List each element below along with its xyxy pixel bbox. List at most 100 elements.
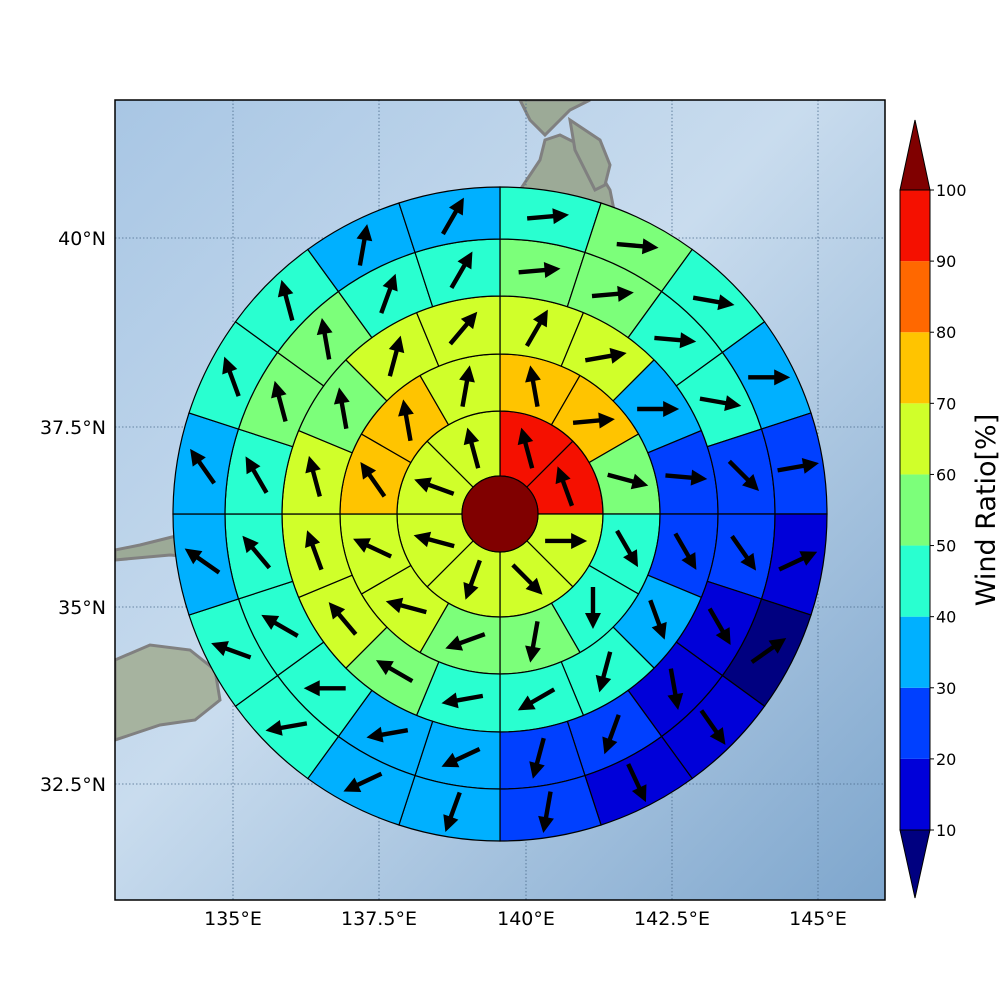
wind-arrow: [673, 532, 697, 570]
wind-arrow: [222, 356, 241, 397]
wind-arrow: [398, 399, 414, 442]
colorbar-tick-label: 60: [936, 465, 956, 484]
lon-tick-label: 142.5°E: [634, 908, 710, 930]
wind-arrow: [538, 791, 554, 833]
wind-arrow: [245, 456, 269, 494]
lat-tick-label: 35°N: [58, 597, 106, 619]
wind-arrow: [261, 614, 299, 638]
wind-arrow: [572, 412, 615, 429]
wind-arrow: [333, 387, 350, 430]
wind-arrow: [616, 238, 659, 255]
wind-arrow: [356, 224, 373, 266]
wind-arrow: [413, 531, 455, 549]
wind-arrows: [184, 197, 819, 833]
lon-tick-label: 145°E: [789, 908, 847, 930]
lat-tick-label: 37.5°N: [40, 417, 106, 439]
wind-arrow: [385, 597, 427, 615]
colorbar-segment: [900, 261, 930, 333]
colorbar-under-extension: [899, 829, 931, 899]
wind-arrow: [517, 427, 535, 469]
wind-arrow: [305, 455, 322, 498]
colorbar: 10 20 30 40 50 60 70 80 90 100: [899, 119, 967, 899]
wind-arrow: [360, 461, 387, 498]
colorbar-tick-label: 30: [936, 679, 956, 698]
wind-arrow: [463, 559, 482, 600]
wind-arrow: [190, 448, 216, 485]
wind-arrow: [555, 466, 575, 507]
wind-arrow: [517, 687, 556, 711]
colorbar-label: Wind Ratio[%]: [971, 414, 1000, 606]
wind-arrow: [667, 668, 684, 710]
colorbar-segment: [900, 616, 930, 688]
center-disk: [461, 475, 539, 553]
wind-arrow: [441, 692, 484, 709]
wind-arrow: [591, 285, 634, 302]
wind-arrow: [584, 347, 627, 364]
wind-arrow: [607, 472, 649, 490]
longitude-tick-labels: 135°E 137.5°E 140°E 142.5°E 145°E: [204, 908, 847, 930]
wind-arrow: [727, 459, 760, 491]
wind-arrow: [699, 395, 742, 412]
wind-arrow: [387, 335, 405, 377]
wind-arrow: [265, 720, 308, 736]
wind-arrow: [648, 599, 667, 640]
map-frame: [114, 99, 886, 901]
polar-cells: [172, 186, 828, 842]
wind-arrow: [366, 726, 409, 743]
wind-arrow: [242, 535, 272, 570]
wind-arrow: [443, 791, 462, 832]
wind-arrow: [463, 427, 481, 469]
wind-arrow: [699, 709, 726, 745]
lat-tick-label: 40°N: [58, 228, 106, 250]
wind-arrow: [778, 551, 818, 572]
wind-arrow: [441, 747, 481, 768]
wind-arrow: [511, 563, 543, 595]
wind-arrow: [654, 332, 697, 349]
wind-arrow: [375, 660, 414, 684]
wind-arrow: [305, 530, 324, 571]
wind-arrow: [518, 262, 561, 278]
colorbar-tick-label: 50: [936, 537, 956, 556]
wind-arrow: [545, 532, 588, 549]
wind-arrow: [615, 529, 639, 568]
colorbar-segment: [900, 687, 930, 759]
colorbar-segment: [900, 474, 930, 546]
colorbar-segment: [900, 332, 930, 404]
wind-arrow: [750, 638, 787, 664]
colorbar-tick-label: 90: [936, 252, 956, 271]
colorbar-segment: [900, 545, 930, 617]
wind-arrow: [303, 680, 346, 697]
wind-arrow: [526, 208, 570, 225]
wind-arrow: [748, 369, 791, 386]
wind-arrow: [777, 457, 819, 474]
wind-arrow: [730, 534, 757, 571]
colorbar-tick-label: 20: [936, 750, 956, 769]
wind-arrow: [595, 651, 613, 693]
wind-arrow: [316, 318, 333, 360]
wind-arrow: [353, 538, 393, 559]
lon-tick-label: 137.5°E: [341, 908, 417, 930]
hokkaido-land: [518, 100, 591, 138]
lat-tick-label: 32.5°N: [40, 774, 106, 796]
wind-arrow: [525, 365, 541, 408]
colorbar-tick-label: 40: [936, 608, 956, 627]
wind-arrow: [441, 197, 464, 236]
wind-arrow: [448, 311, 478, 346]
wind-arrow: [626, 763, 647, 803]
wind-arrow: [524, 309, 548, 348]
wind-arrow: [277, 279, 295, 322]
wind-arrow: [379, 273, 398, 314]
colorbar-outline: [899, 189, 931, 831]
wind-arrow: [414, 477, 455, 496]
lon-tick-label: 135°E: [204, 908, 262, 930]
shikoku-land: [115, 643, 222, 742]
wind-arrow: [271, 380, 288, 422]
colorbar-segment: [900, 403, 930, 475]
wind-arrow: [637, 400, 680, 417]
colorbar-tick-label: 80: [936, 323, 956, 342]
latitude-tick-labels: 40°N 37.5°N 35°N 32.5°N: [40, 228, 106, 796]
colorbar-segment: [900, 190, 930, 262]
wind-arrow: [707, 607, 731, 645]
